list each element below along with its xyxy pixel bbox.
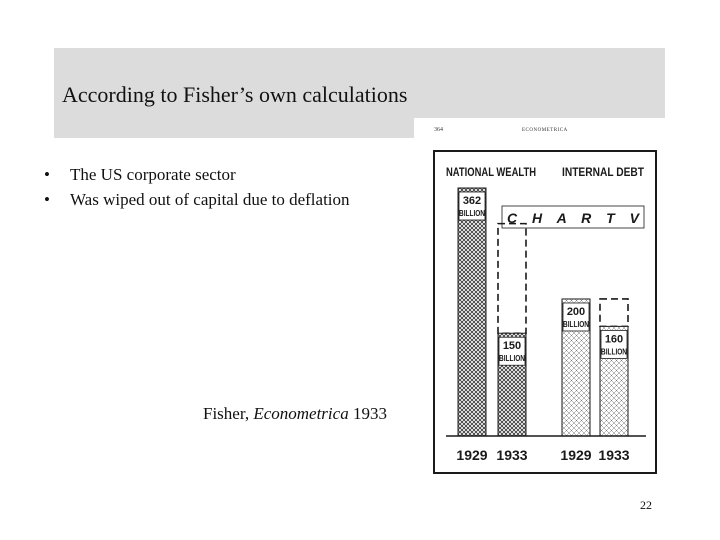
chart-v-scan: 364 ECONOMETRICA NATIONAL WEALTH INTERNA… (433, 127, 657, 474)
group-header: NATIONAL WEALTH (446, 165, 536, 179)
bullet-dot: • (44, 190, 50, 209)
bullet-list: • The US corporate sector • Was wiped ou… (44, 162, 350, 212)
group-header: INTERNAL DEBT (562, 165, 645, 179)
scan-journal-header: ECONOMETRICA (522, 128, 568, 133)
bar-label-box (458, 191, 486, 221)
caption-author: Fisher, (203, 404, 250, 423)
slide-title: According to Fisher’s own calculations (62, 82, 408, 107)
bullet-text: The US corporate sector (70, 165, 236, 184)
bullet-dot: • (44, 165, 50, 184)
bullet-item: • The US corporate sector (44, 162, 350, 187)
chart-frame (433, 150, 657, 474)
bar-outline-dashed (497, 222, 527, 335)
bar-label-box (498, 336, 526, 366)
year-label: 1933 (598, 447, 629, 463)
year-label: 1933 (496, 447, 527, 463)
caption-journal: Econometrica (253, 404, 349, 423)
scan-page-number: 364 (434, 127, 443, 133)
bullet-text: Was wiped out of capital due to deflatio… (70, 190, 350, 209)
bar-label-box (600, 329, 628, 359)
caption-year: 1933 (352, 404, 387, 423)
figure-caption: Fisher, Econometrica 1933 (203, 402, 387, 426)
year-labels: 1929 1933 1929 1933 (456, 447, 629, 463)
bar-value-label: 150 (503, 340, 521, 352)
bar-label-box (562, 302, 590, 332)
bar-value-label: 362 (463, 195, 481, 207)
bar-unit-label: BILLION (601, 347, 627, 356)
bar-value-label: 200 (567, 306, 585, 318)
bars-layer: 362 BILLION 150 BILLION 200 BILLION 160 BILLION (457, 187, 629, 437)
bar-unit-label: BILLION (563, 320, 589, 329)
scanned-chart-figure: 364 ECONOMETRICA NATIONAL WEALTH INTERNA… (414, 118, 666, 482)
bar-value-label: 160 (605, 333, 623, 345)
bar (457, 187, 487, 437)
chart-title: C H A R T V (507, 210, 641, 226)
chart-title-box (501, 205, 645, 229)
bar-unit-label: BILLION (499, 354, 525, 363)
bar-unit-label: BILLION (459, 209, 485, 218)
bar-outline-dashed (599, 298, 629, 328)
year-label: 1929 (456, 447, 487, 463)
slide-number: 22 (640, 498, 652, 512)
bullet-item: • Was wiped out of capital due to deflat… (44, 187, 350, 212)
year-label: 1929 (560, 447, 591, 463)
